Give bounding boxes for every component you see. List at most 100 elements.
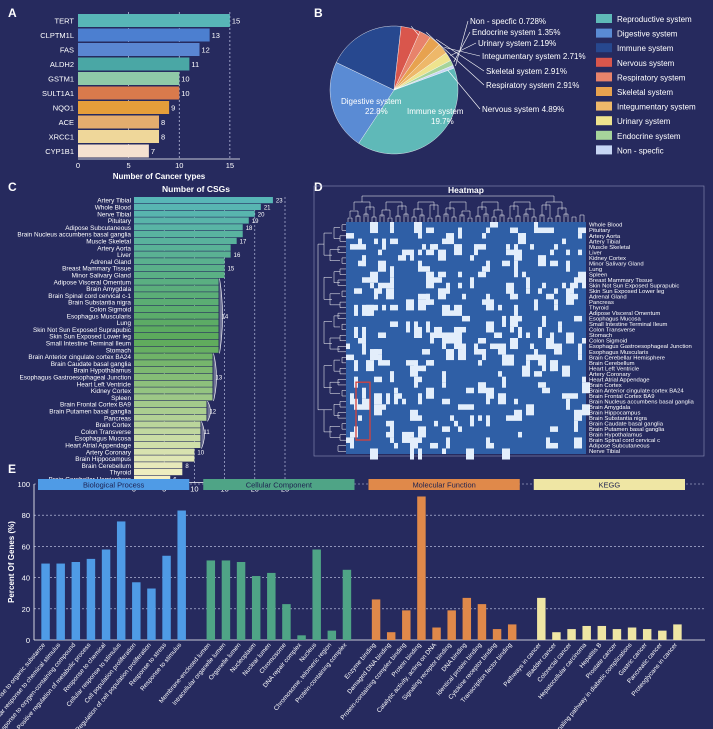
- bar: [134, 455, 195, 462]
- category-label: Brain Amygdala: [86, 286, 131, 293]
- heatmap-cell: [522, 365, 530, 377]
- heatmap-cell: [582, 338, 586, 344]
- bar: [134, 258, 225, 265]
- heatmap-cell: [538, 382, 546, 388]
- category-label: Brain Cortex: [95, 422, 131, 429]
- heatmap-cell: [362, 244, 366, 250]
- heatmap-cell: [494, 332, 502, 338]
- category-label: Brain Hypothalamus: [73, 368, 131, 375]
- heatmap-cell: [486, 260, 490, 272]
- heatmap-cell: [486, 299, 494, 311]
- heatmap-cell: [394, 387, 398, 394]
- heatmap-cell: [442, 426, 450, 432]
- heatmap-cell: [566, 338, 570, 344]
- heatmap-cell: [418, 426, 426, 438]
- bar: [221, 560, 231, 640]
- heatmap-cell: [426, 387, 434, 399]
- heatmap-cell: [486, 321, 494, 333]
- heatmap-cell: [522, 271, 526, 278]
- bar: [116, 521, 126, 640]
- heatmap-cell: [506, 244, 510, 250]
- bar: [582, 625, 591, 640]
- bar: [251, 576, 261, 640]
- bar: [552, 632, 561, 640]
- heatmap-cell: [566, 260, 570, 272]
- heatmap-cell: [410, 249, 414, 261]
- heatmap-cell: [554, 244, 558, 250]
- heatmap-cell: [486, 437, 490, 449]
- heatmap-cell: [458, 404, 466, 410]
- bar: [134, 278, 219, 285]
- heatmap-cell: [434, 244, 438, 250]
- category-label: Brain Spinal cord cervical c-1: [48, 293, 131, 300]
- group-header: [203, 479, 355, 490]
- heatmap-cell: [378, 260, 386, 272]
- value-label: 15: [228, 267, 235, 273]
- heatmap-cell: [358, 415, 362, 421]
- y-tick-label: 20: [22, 605, 30, 614]
- category-label: Brain Substantia nigra: [68, 300, 131, 307]
- heatmap-cell: [390, 371, 394, 383]
- row-label: Adipose Visceral Omentum: [589, 311, 660, 317]
- bar: [78, 130, 159, 143]
- row-label: Kidney Cortex: [589, 256, 626, 262]
- pie-slice: [335, 25, 402, 91]
- slice-label: Digestive system: [341, 97, 402, 106]
- bar: [134, 380, 213, 387]
- row-label: Brain Caudate basal ganglia: [589, 422, 664, 428]
- row-label: Brain Cortex: [589, 383, 622, 389]
- leader-line: [444, 47, 481, 57]
- group-header-label: Molecular Function: [412, 481, 475, 490]
- bar: [462, 597, 472, 640]
- heatmap-cell: [518, 233, 526, 245]
- heatmap-cell: [430, 332, 434, 344]
- heatmap-cell: [418, 415, 422, 421]
- heatmap-cell: [418, 227, 422, 239]
- heatmap-cell: [374, 238, 378, 245]
- heatmap-cell: [390, 227, 394, 234]
- heatmap-cell: [530, 244, 534, 250]
- row-label: Brain Cerebellum: [589, 361, 635, 367]
- row-label: Minor Salivary Gland: [589, 261, 644, 267]
- bar: [282, 604, 291, 640]
- heatmap-cell: [474, 244, 478, 256]
- legend-entry: Digestive system: [617, 30, 678, 39]
- row-label: Liver: [589, 250, 602, 256]
- heatmap-cell: [522, 233, 526, 239]
- heatmap-cell: [354, 288, 362, 294]
- value-label: 8: [161, 118, 165, 127]
- bar: [134, 414, 207, 421]
- heatmap-cell: [546, 442, 554, 449]
- heatmap-cell: [390, 222, 394, 228]
- chart-c: Number of CSGs0510152025Artery Tibial23W…: [17, 184, 289, 494]
- legend-entry: Nervous system: [617, 59, 675, 68]
- heatmap-cell: [386, 431, 390, 438]
- value-label: 11: [203, 430, 210, 436]
- bar: [134, 441, 201, 448]
- heatmap-cell: [482, 299, 486, 305]
- panel-label-d: D: [314, 180, 323, 194]
- heatmap-cell: [382, 404, 386, 410]
- heatmap-cell: [350, 437, 354, 449]
- bar: [386, 632, 396, 640]
- row-label: Adipose Subcutaneous: [589, 444, 650, 450]
- bar: [673, 624, 682, 640]
- heatmap-cell: [502, 354, 506, 366]
- heatmap-cell: [418, 299, 426, 311]
- heatmap-cell: [374, 349, 382, 355]
- bar: [477, 604, 487, 640]
- category-label: Skin Not Sun Exposed Suprapubic: [33, 327, 132, 334]
- category-label: Adipose Subcutaneous: [65, 225, 131, 232]
- category-label: Brain Nucleus accumbens basal ganglia: [17, 232, 131, 239]
- heatmap-cell: [514, 398, 518, 405]
- bar: [134, 360, 213, 367]
- heatmap-cell: [478, 360, 482, 366]
- panel-label-a: A: [8, 6, 17, 20]
- heatmap-cell: [350, 398, 354, 405]
- row-label: Skin Sun Exposed Lower leg: [589, 289, 664, 295]
- bar: [78, 144, 149, 158]
- category-label: Skin Sun Exposed Lower leg: [49, 334, 131, 341]
- row-label: Esophagus Muscularis: [589, 350, 648, 356]
- slice-label: Nervous system 4.89%: [482, 105, 564, 114]
- bar: [134, 231, 243, 238]
